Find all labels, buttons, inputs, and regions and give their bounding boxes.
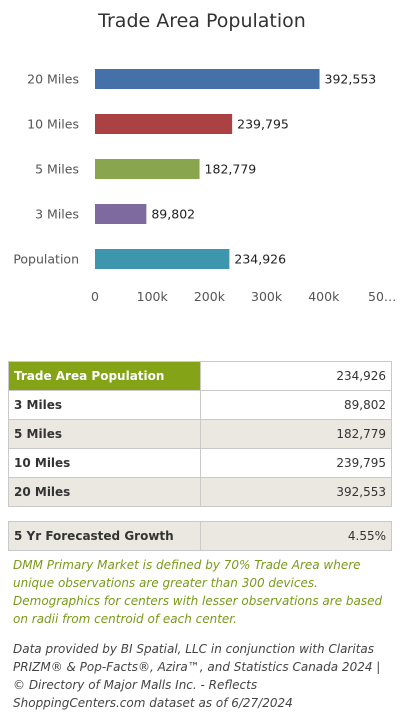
growth-value: 4.55% (200, 521, 392, 551)
table-row: 5 Miles 182,779 (8, 419, 392, 449)
category-label-20-miles: 20 Miles (27, 72, 79, 87)
row-label-10-miles: 10 Miles (8, 448, 201, 478)
x-tick-4: 400k (308, 289, 340, 304)
row-value-3-miles: 89,802 (200, 390, 392, 420)
chart-title: Trade Area Population (98, 10, 306, 32)
row-value-20-miles: 392,553 (200, 477, 392, 507)
category-label-3-miles: 3 Miles (35, 207, 79, 222)
category-label-5-miles: 5 Miles (35, 162, 79, 177)
row-value-10-miles: 239,795 (200, 448, 392, 478)
x-tick-0: 0 (91, 289, 99, 304)
data-label-5-miles: 182,779 (205, 162, 257, 177)
growth-label: 5 Yr Forecasted Growth (8, 521, 201, 551)
growth-row: 5 Yr Forecasted Growth 4.55% (8, 521, 392, 551)
row-value-5-miles: 182,779 (200, 419, 392, 449)
growth-table: 5 Yr Forecasted Growth 4.55% (8, 521, 392, 551)
population-table: Trade Area Population 234,926 3 Miles 89… (8, 361, 392, 507)
bar-10-miles (95, 114, 233, 134)
x-tick-2: 200k (194, 289, 226, 304)
table-row: 20 Miles 392,553 (8, 477, 392, 507)
data-label-20-miles: 392,553 (325, 72, 377, 87)
table-header-label: Trade Area Population (8, 361, 201, 391)
table-row: 10 Miles 239,795 (8, 448, 392, 478)
row-label-20-miles: 20 Miles (8, 477, 201, 507)
table-header-value: 234,926 (200, 361, 392, 391)
data-label-3-miles: 89,802 (151, 207, 195, 222)
bar-3-miles (95, 204, 147, 224)
row-label-5-miles: 5 Miles (8, 419, 201, 449)
data-label-population: 234,926 (234, 252, 286, 267)
category-label-population: Population (13, 252, 79, 267)
x-tick-1: 100k (137, 289, 169, 304)
data-source-note: Data provided by BI Spatial, LLC in conj… (13, 642, 381, 710)
row-label-3-miles: 3 Miles (8, 390, 201, 420)
x-tick-3: 300k (251, 289, 283, 304)
market-definition-note: DMM Primary Market is defined by 70% Tra… (13, 558, 383, 626)
x-tick-5: 50… (368, 289, 396, 304)
table-row: 3 Miles 89,802 (8, 390, 392, 420)
data-label-10-miles: 239,795 (237, 117, 289, 132)
bar-20-miles (95, 69, 320, 89)
table-header-row: Trade Area Population 234,926 (8, 361, 392, 391)
bar-5-miles (95, 159, 200, 179)
category-label-10-miles: 10 Miles (27, 117, 79, 132)
bar-chart: 20 Miles 392,553 10 Miles 239,795 5 Miles 182… (13, 69, 396, 304)
bar-population (95, 249, 230, 269)
